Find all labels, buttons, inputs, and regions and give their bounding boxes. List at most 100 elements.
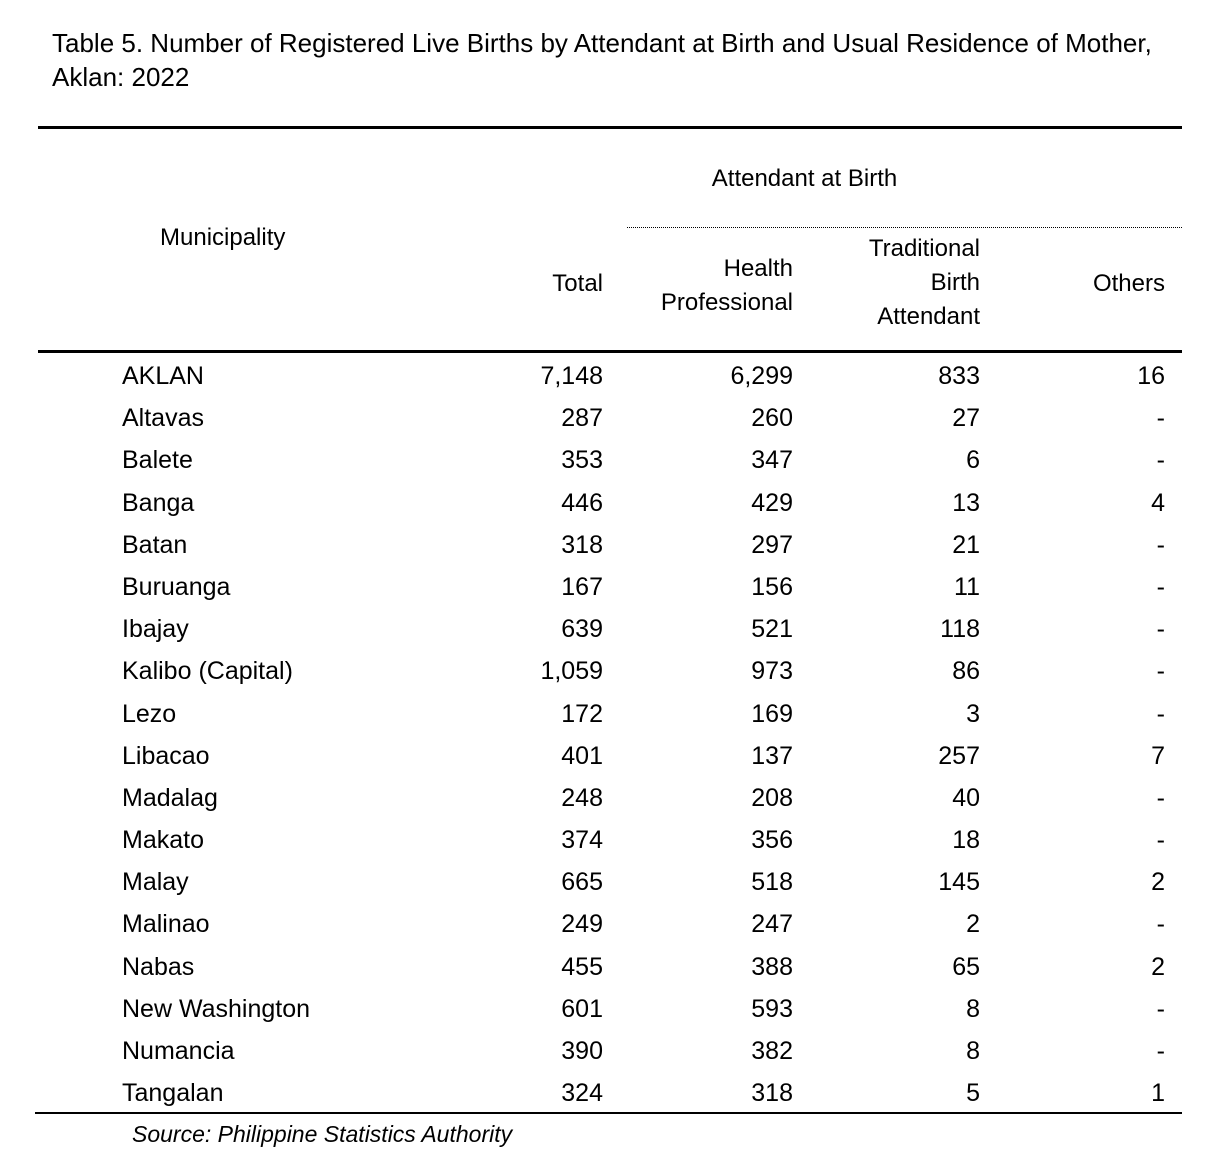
traditional-birth-attendant-cell: 8: [966, 1037, 980, 1065]
health-professional-cell: 382: [751, 1037, 793, 1065]
header-rule: [38, 350, 1182, 353]
traditional-birth-attendant-cell: 18: [952, 826, 980, 855]
table-row: Nabas 455 388 65 2: [0, 946, 1205, 988]
others-cell: 4: [1151, 488, 1165, 517]
municipality-cell: Batan: [122, 530, 188, 559]
total-cell: 324: [561, 1079, 603, 1108]
municipality-cell: Banga: [122, 488, 195, 517]
municipality-cell: Tangalan: [122, 1079, 224, 1108]
traditional-birth-attendant-cell: 6: [966, 446, 980, 475]
header-tba-line: Traditional: [868, 235, 980, 262]
municipality-cell: Makato: [122, 826, 204, 855]
total-cell: 639: [561, 615, 603, 644]
header-tba-line: Birth: [930, 269, 980, 296]
municipality-cell: Libacao: [122, 741, 210, 770]
health-professional-cell: 318: [751, 1079, 793, 1108]
health-professional-cell: 429: [751, 488, 793, 517]
health-professional-cell: 156: [751, 572, 793, 601]
health-professional-cell: 593: [751, 994, 793, 1023]
total-cell: 318: [561, 530, 603, 559]
traditional-birth-attendant-cell: 27: [952, 404, 980, 433]
table-row: Altavas 287 260 27 -: [0, 397, 1205, 439]
others-cell: -: [1156, 404, 1165, 433]
municipality-cell: Ibajay: [122, 615, 189, 644]
traditional-birth-attendant-cell: 257: [938, 741, 980, 770]
table-row: Libacao 401 137 257 7: [0, 735, 1205, 777]
top-rule: [38, 126, 1182, 129]
traditional-birth-attendant-cell: 40: [952, 783, 980, 812]
traditional-birth-attendant-cell: 833: [938, 362, 980, 390]
municipality-cell: New Washington: [122, 994, 311, 1023]
health-professional-cell: 247: [751, 910, 793, 939]
health-professional-cell: 137: [751, 741, 793, 770]
others-cell: -: [1156, 1037, 1165, 1065]
table-row: Balete 353 347 6 -: [0, 439, 1205, 481]
others-cell: 1: [1151, 1079, 1165, 1108]
health-professional-cell: 297: [751, 530, 793, 559]
municipality-cell: Altavas: [122, 404, 204, 433]
total-cell: 665: [561, 868, 603, 897]
traditional-birth-attendant-cell: 145: [938, 868, 980, 897]
health-professional-cell: 169: [751, 699, 793, 728]
table-row: Batan 318 297 21 -: [0, 524, 1205, 566]
table-row: Lezo 172 169 3 -: [0, 693, 1205, 735]
header-health-line: Professional: [660, 289, 793, 316]
header-health-line: Health: [723, 255, 793, 282]
health-professional-cell: 260: [751, 404, 793, 433]
header-tba-line: Attendant: [877, 303, 980, 330]
total-cell: 374: [561, 826, 603, 855]
others-cell: -: [1156, 910, 1165, 939]
traditional-birth-attendant-cell: 21: [952, 530, 980, 559]
municipality-cell: Kalibo (Capital): [122, 657, 293, 686]
municipality-cell: Malinao: [122, 910, 210, 939]
table-title: Table 5. Number of Registered Live Birth…: [52, 28, 1152, 92]
table-row: Tangalan 324 318 5 1: [0, 1072, 1205, 1114]
table-row: AKLAN 7,148 6,299 833 16: [0, 355, 1205, 397]
header-traditional-birth-attendant: Traditional Birth Attendant: [869, 232, 980, 334]
others-cell: 2: [1151, 952, 1165, 981]
total-cell: 353: [561, 446, 603, 475]
traditional-birth-attendant-cell: 5: [966, 1079, 980, 1108]
table-row: Malay 665 518 145 2: [0, 861, 1205, 903]
total-cell: 1,059: [540, 657, 603, 686]
total-cell: 287: [561, 404, 603, 433]
health-professional-cell: 388: [751, 952, 793, 981]
header-municipality: Municipality: [160, 224, 286, 251]
traditional-birth-attendant-cell: 3: [966, 699, 980, 728]
others-cell: -: [1156, 615, 1165, 644]
others-cell: 7: [1151, 741, 1165, 770]
total-cell: 401: [561, 741, 603, 770]
municipality-cell: Buruanga: [122, 572, 231, 601]
others-cell: -: [1156, 699, 1165, 728]
traditional-birth-attendant-cell: 65: [952, 952, 980, 981]
others-cell: 2: [1151, 868, 1165, 897]
source-note: Source: Philippine Statistics Authority: [132, 1121, 513, 1147]
others-cell: -: [1156, 446, 1165, 475]
traditional-birth-attendant-cell: 86: [952, 657, 980, 686]
total-cell: 446: [561, 488, 603, 517]
municipality-cell: Lezo: [122, 699, 177, 728]
total-cell: 167: [561, 572, 603, 601]
others-cell: -: [1156, 657, 1165, 686]
health-professional-cell: 6,299: [730, 362, 793, 390]
health-professional-cell: 347: [751, 446, 793, 475]
table-row: Buruanga 167 156 11 -: [0, 566, 1205, 608]
total-cell: 172: [561, 699, 603, 728]
municipality-cell: Nabas: [122, 952, 195, 981]
total-cell: 249: [561, 910, 603, 939]
table-row: Numancia 390 382 8 -: [0, 1030, 1205, 1072]
traditional-birth-attendant-cell: 118: [940, 615, 980, 644]
header-group-divider: [627, 227, 1182, 228]
table-row: Ibajay 639 521 118 -: [0, 608, 1205, 650]
header-attendant-at-birth: Attendant at Birth: [711, 165, 898, 192]
table-row: Madalag 248 208 40 -: [0, 777, 1205, 819]
municipality-cell: AKLAN: [122, 362, 204, 390]
others-cell: -: [1156, 530, 1165, 559]
header-others: Others: [1092, 270, 1165, 297]
total-cell: 248: [561, 783, 603, 812]
health-professional-cell: 973: [751, 657, 793, 686]
header-total: Total: [552, 270, 603, 297]
table-body: AKLAN 7,148 6,299 833 16 Altavas 287 260…: [0, 355, 1205, 1114]
others-cell: -: [1156, 572, 1165, 601]
total-cell: 390: [561, 1037, 603, 1065]
